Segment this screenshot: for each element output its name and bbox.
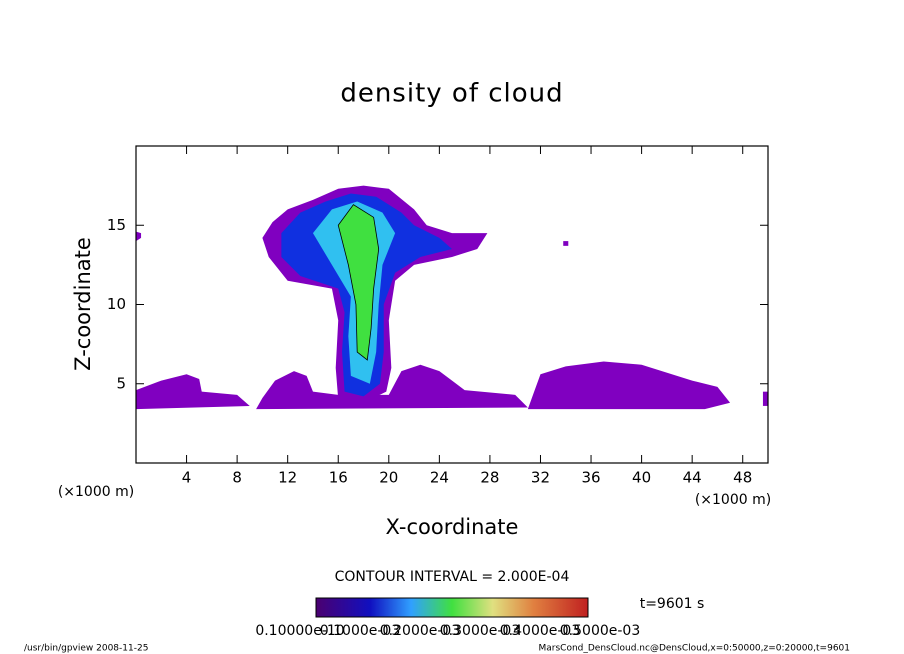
x-tick-label: 16	[329, 469, 348, 487]
x-tick-label: 28	[480, 469, 499, 487]
colorbar-label: 0.4000e-03	[500, 623, 580, 639]
colorbar-label: 0.10000e-10	[255, 623, 344, 639]
x-tick-label: 24	[430, 469, 449, 487]
time-label: t=9601 s	[640, 596, 705, 612]
x-tick-label: 40	[632, 469, 651, 487]
x-unit-label: (×1000 m)	[695, 492, 771, 508]
x-tick-label: 44	[683, 469, 702, 487]
colorbar-label: 0.2000e-03	[380, 623, 460, 639]
contour-region	[762, 391, 768, 406]
x-tick-label: 8	[232, 469, 242, 487]
plot-frame	[135, 145, 769, 464]
x-tick-label: 4	[182, 469, 192, 487]
colorbar-label: 0.3000e-03	[440, 623, 520, 639]
footer-right: MarsCond_DensCloud.nc@DensCloud,x=0:5000…	[539, 644, 851, 654]
y-tick-label: 5	[116, 374, 126, 392]
y-axis-label: Z-coordinate	[71, 237, 95, 371]
x-tick-label: 32	[531, 469, 550, 487]
x-tick-label: 20	[379, 469, 398, 487]
contour-interval: CONTOUR INTERVAL = 2.000E-04	[335, 569, 570, 585]
colorbar	[315, 597, 589, 618]
x-tick-label: 12	[278, 469, 297, 487]
x-unit-label: (×1000 m)	[58, 484, 134, 500]
contour-region	[136, 374, 250, 410]
x-axis-label: X-coordinate	[386, 515, 519, 539]
contour-region	[527, 361, 731, 410]
y-tick-label: 15	[107, 216, 126, 234]
colorbar-label: 0.5000e-03	[560, 623, 640, 639]
contour-region	[256, 364, 528, 410]
footer-left: /usr/bin/gpview 2008-11-25	[24, 644, 148, 654]
x-tick-label: 48	[733, 469, 752, 487]
chart-title: density of cloud	[340, 79, 563, 109]
contour-region	[563, 241, 569, 246]
colorbar-label: 0.1000e-03	[320, 623, 400, 639]
x-tick-label: 36	[581, 469, 600, 487]
y-tick-label: 10	[107, 295, 126, 313]
contour-region	[136, 231, 142, 242]
contour-region	[337, 204, 380, 361]
